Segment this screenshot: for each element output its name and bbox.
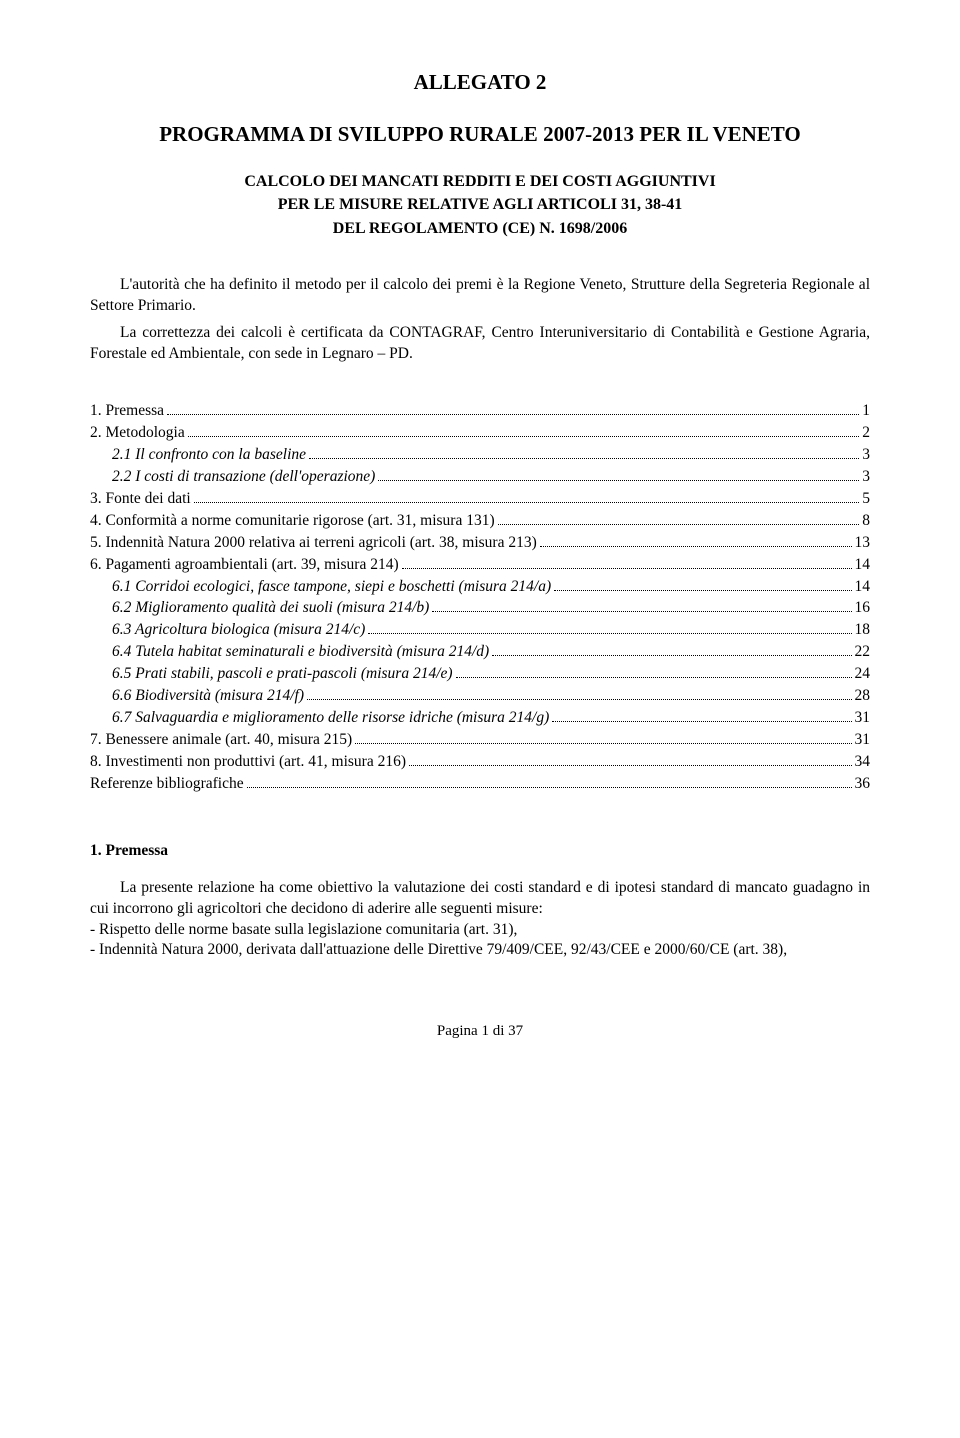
toc-entry: 6.5 Prati stabili, pascoli e prati-pasco… [90,664,870,685]
toc-label: 3. Fonte dei dati [90,489,191,510]
toc-leader-dots [498,524,860,525]
toc-entry: 7. Benessere animale (art. 40, misura 21… [90,730,870,751]
toc-page-number: 24 [855,664,871,685]
toc-leader-dots [247,787,852,788]
toc-entry: Referenze bibliografiche 36 [90,774,870,795]
calc-line-2: PER LE MISURE RELATIVE AGLI ARTICOLI 31,… [90,194,870,216]
toc-leader-dots [552,721,851,722]
toc-leader-dots [368,633,851,634]
toc-leader-dots [378,480,859,481]
toc-entry: 6.4 Tutela habitat seminaturali e biodiv… [90,642,870,663]
allegato-heading: ALLEGATO 2 [90,68,870,96]
toc-entry: 6.2 Miglioramento qualità dei suoli (mis… [90,598,870,619]
toc-page-number: 36 [855,774,871,795]
toc-entry: 6.6 Biodiversità (misura 214/f) 28 [90,686,870,707]
programma-heading: PROGRAMMA DI SVILUPPO RURALE 2007-2013 P… [90,120,870,148]
toc-entry: 2.2 I costi di transazione (dell'operazi… [90,467,870,488]
toc-entry: 1. Premessa 1 [90,401,870,422]
toc-entry: 5. Indennità Natura 2000 relativa ai ter… [90,533,870,554]
toc-label: 5. Indennità Natura 2000 relativa ai ter… [90,533,537,554]
toc-label: 1. Premessa [90,401,164,422]
page-footer: Pagina 1 di 37 [90,1021,870,1041]
toc-label: 6.7 Salvaguardia e miglioramento delle r… [112,708,549,729]
toc-label: 8. Investimenti non produttivi (art. 41,… [90,752,406,773]
toc-page-number: 16 [855,598,871,619]
calc-line-3: DEL REGOLAMENTO (CE) N. 1698/2006 [90,218,870,240]
toc-leader-dots [307,699,851,700]
toc-label: Referenze bibliografiche [90,774,244,795]
toc-entry: 6.3 Agricoltura biologica (misura 214/c)… [90,620,870,641]
toc-leader-dots [309,458,859,459]
toc-leader-dots [554,590,851,591]
toc-page-number: 2 [862,423,870,444]
toc-label: 6.1 Corridoi ecologici, fasce tampone, s… [112,577,551,598]
toc-label: 6.6 Biodiversità (misura 214/f) [112,686,304,707]
toc-leader-dots [402,568,852,569]
toc-page-number: 1 [862,401,870,422]
toc-leader-dots [409,765,852,766]
toc-leader-dots [432,611,851,612]
toc-label: 4. Conformità a norme comunitarie rigoro… [90,511,495,532]
intro-paragraph-1: L'autorità che ha definito il metodo per… [90,275,870,317]
toc-entry: 3. Fonte dei dati 5 [90,489,870,510]
toc-page-number: 13 [855,533,871,554]
toc-label: 6.5 Prati stabili, pascoli e prati-pasco… [112,664,453,685]
toc-leader-dots [492,655,851,656]
toc-entry: 4. Conformità a norme comunitarie rigoro… [90,511,870,532]
toc-label: 6. Pagamenti agroambientali (art. 39, mi… [90,555,399,576]
toc-label: 7. Benessere animale (art. 40, misura 21… [90,730,352,751]
table-of-contents: 1. Premessa 12. Metodologia 22.1 Il conf… [90,401,870,795]
toc-label: 2.2 I costi di transazione (dell'operazi… [112,467,375,488]
toc-entry: 2. Metodologia 2 [90,423,870,444]
section-1-heading: 1. Premessa [90,841,870,862]
section-1-paragraph: La presente relazione ha come obiettivo … [90,878,870,920]
toc-label: 6.2 Miglioramento qualità dei suoli (mis… [112,598,429,619]
toc-leader-dots [188,436,860,437]
toc-label: 6.3 Agricoltura biologica (misura 214/c) [112,620,365,641]
toc-leader-dots [355,743,851,744]
toc-page-number: 31 [855,730,871,751]
toc-page-number: 28 [855,686,871,707]
toc-entry: 8. Investimenti non produttivi (art. 41,… [90,752,870,773]
calc-line-1: CALCOLO DEI MANCATI REDDITI E DEI COSTI … [90,171,870,193]
toc-entry: 6.7 Salvaguardia e miglioramento delle r… [90,708,870,729]
programma-text: PROGRAMMA DI SVILUPPO RURALE 2007-2013 P… [159,122,801,146]
toc-leader-dots [167,414,859,415]
allegato-text: ALLEGATO 2 [414,70,547,94]
toc-label: 6.4 Tutela habitat seminaturali e biodiv… [112,642,489,663]
toc-page-number: 3 [862,445,870,466]
toc-page-number: 22 [855,642,871,663]
toc-label: 2.1 Il confronto con la baseline [112,445,306,466]
toc-page-number: 18 [855,620,871,641]
toc-page-number: 34 [855,752,871,773]
toc-entry: 6.1 Corridoi ecologici, fasce tampone, s… [90,577,870,598]
toc-entry: 2.1 Il confronto con la baseline 3 [90,445,870,466]
toc-leader-dots [194,502,860,503]
toc-page-number: 31 [855,708,871,729]
toc-page-number: 14 [855,577,871,598]
toc-leader-dots [456,677,852,678]
section-1-bullet-1: - Rispetto delle norme basate sulla legi… [90,920,870,941]
toc-page-number: 5 [862,489,870,510]
toc-entry: 6. Pagamenti agroambientali (art. 39, mi… [90,555,870,576]
toc-page-number: 3 [862,467,870,488]
toc-page-number: 8 [862,511,870,532]
intro-paragraph-2: La correttezza dei calcoli è certificata… [90,323,870,365]
section-1-bullet-2: - Indennità Natura 2000, derivata dall'a… [90,940,870,961]
toc-leader-dots [540,546,852,547]
toc-label: 2. Metodologia [90,423,185,444]
toc-page-number: 14 [855,555,871,576]
